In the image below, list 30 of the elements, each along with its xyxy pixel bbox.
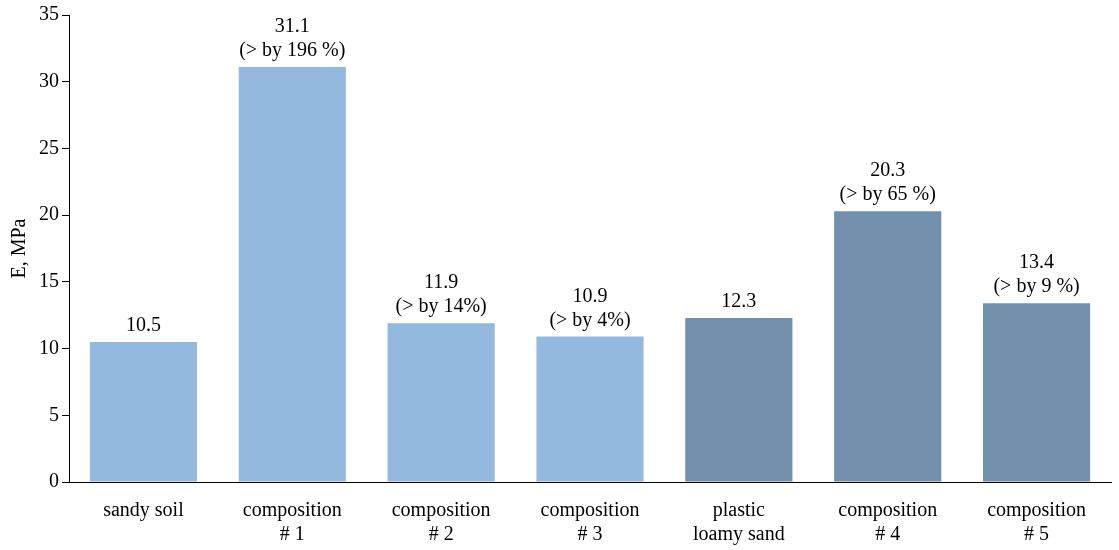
data-label: 10.5 [125, 313, 161, 336]
y-tick-label: 15 [39, 269, 59, 292]
y-tick-label: 35 [39, 2, 59, 25]
data-label: 31.1 (> by 196 %) [239, 14, 346, 62]
bar [238, 67, 346, 482]
x-tick-label: composition # 1 [242, 498, 342, 545]
y-tick-label: 20 [39, 202, 59, 225]
data-label: 13.4 (> by 9 %) [993, 250, 1080, 298]
bar [834, 211, 942, 482]
x-tick-label: composition # 3 [540, 498, 640, 545]
x-tick-label: composition # 2 [391, 498, 491, 545]
x-tick-label: plastic loamy sand [693, 498, 785, 546]
y-tick-label: 25 [39, 135, 59, 158]
y-tick-label: 0 [49, 469, 59, 492]
bar [387, 323, 495, 482]
data-label: 11.9 (> by 14%) [395, 270, 487, 318]
data-label: 12.3 [721, 289, 757, 312]
y-tick-label: 30 [39, 68, 59, 91]
bar [536, 336, 644, 482]
bar [982, 303, 1091, 482]
y-tick-label: 5 [49, 402, 59, 425]
bar [89, 341, 198, 482]
x-tick-label: sandy soil [103, 498, 185, 522]
data-label: 20.3 (> by 65 %) [839, 158, 936, 206]
bar [685, 317, 793, 482]
y-axis-title: E, MPa [7, 218, 30, 279]
x-tick-label: composition # 5 [987, 498, 1087, 545]
data-label: 10.9 (> by 4%) [549, 283, 631, 331]
y-tick-label: 10 [39, 335, 59, 358]
x-tick-label: composition # 4 [838, 498, 938, 545]
